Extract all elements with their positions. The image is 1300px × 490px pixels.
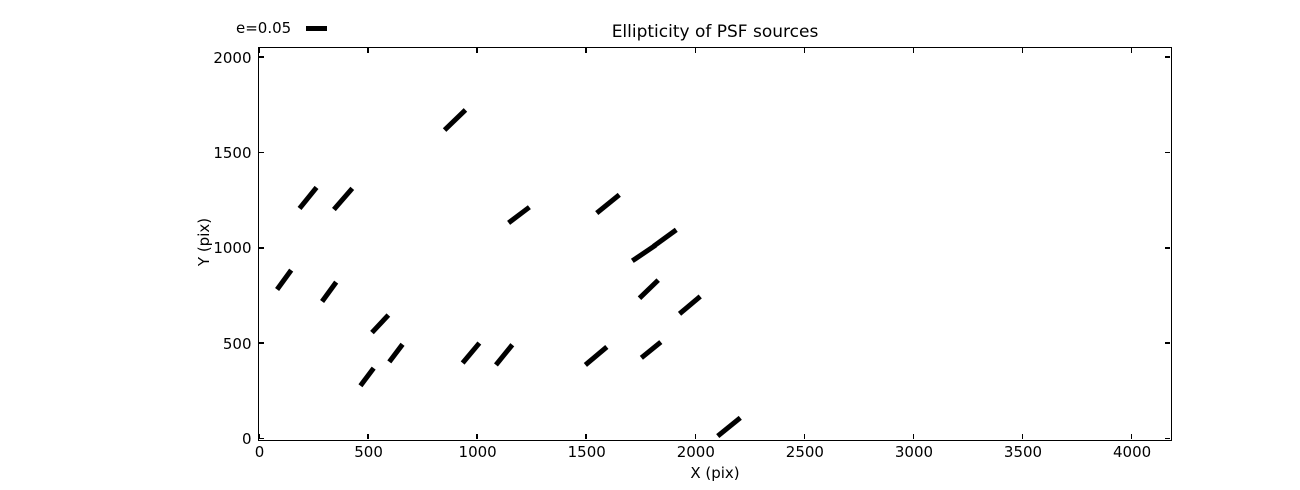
ellipticity-whisker	[387, 342, 406, 364]
tick-mark	[1165, 437, 1170, 440]
tick-mark	[694, 433, 697, 439]
ellipticity-whisker	[275, 269, 294, 292]
tick-mark	[803, 433, 806, 439]
ellipticity-whisker	[332, 187, 354, 212]
ellipticity-whisker	[677, 294, 702, 316]
tick-mark	[476, 433, 478, 439]
tick-mark	[1130, 48, 1133, 53]
tick-mark	[367, 48, 369, 53]
x-tick-label: 0	[254, 443, 265, 461]
y-tick-label: 0	[241, 430, 252, 448]
tick-mark	[259, 342, 264, 344]
tick-mark	[694, 48, 697, 53]
y-axis-label: Y (pix)	[195, 217, 213, 267]
tick-mark	[1165, 56, 1170, 58]
ellipticity-whisker	[638, 277, 661, 300]
tick-mark	[912, 433, 915, 439]
x-tick-label: 3500	[1003, 443, 1043, 461]
x-tick-label: 1500	[567, 443, 606, 461]
tick-mark	[1165, 247, 1170, 249]
legend-label: e=0.05	[236, 19, 292, 37]
ellipticity-whisker	[358, 367, 376, 388]
tick-mark	[585, 48, 587, 53]
ellipticity-whisker	[595, 192, 621, 216]
tick-mark	[912, 48, 915, 53]
ellipticity-whisker	[583, 344, 609, 367]
plot-area	[258, 47, 1172, 441]
y-tick-label: 2000	[213, 48, 252, 67]
x-tick-label: 2500	[785, 443, 824, 461]
y-tick-label: 1000	[213, 239, 252, 258]
ellipticity-whisker	[716, 415, 742, 439]
ellipticity-whisker	[319, 280, 338, 303]
tick-mark	[259, 56, 264, 58]
x-tick-label: 500	[354, 443, 383, 461]
y-tick-label: 1500	[213, 143, 252, 162]
tick-mark	[258, 433, 260, 439]
x-axis-label: X (pix)	[690, 464, 740, 482]
x-tick-label: 3000	[894, 443, 934, 461]
legend: e=0.05	[236, 19, 328, 37]
ellipticity-whisker	[651, 227, 678, 249]
ellipticity-whisker	[370, 313, 390, 335]
tick-mark	[585, 433, 587, 439]
y-tick-label: 500	[222, 334, 252, 353]
x-tick-label: 2000	[676, 443, 715, 461]
tick-mark	[1021, 48, 1024, 53]
legend-key-bar	[306, 25, 328, 31]
tick-mark	[1165, 151, 1170, 154]
tick-mark	[259, 151, 264, 154]
tick-mark	[1130, 433, 1133, 439]
ellipticity-whisker	[460, 341, 481, 365]
tick-mark	[259, 437, 264, 440]
tick-mark	[258, 48, 260, 53]
tick-mark	[803, 48, 806, 53]
ellipticity-whisker	[494, 343, 515, 367]
tick-mark	[1021, 433, 1024, 439]
ellipticity-whisker	[639, 340, 662, 360]
chart-title: Ellipticity of PSF sources	[611, 22, 819, 42]
x-tick-label: 1000	[458, 443, 497, 461]
tick-mark	[367, 433, 369, 439]
tick-mark	[259, 247, 264, 249]
ellipticity-whisker	[297, 186, 319, 211]
tick-mark	[476, 48, 478, 53]
tick-mark	[1165, 342, 1170, 344]
ellipticity-whisker	[506, 205, 531, 226]
ellipticity-whisker	[443, 108, 468, 132]
x-tick-label: 4000	[1113, 443, 1152, 461]
